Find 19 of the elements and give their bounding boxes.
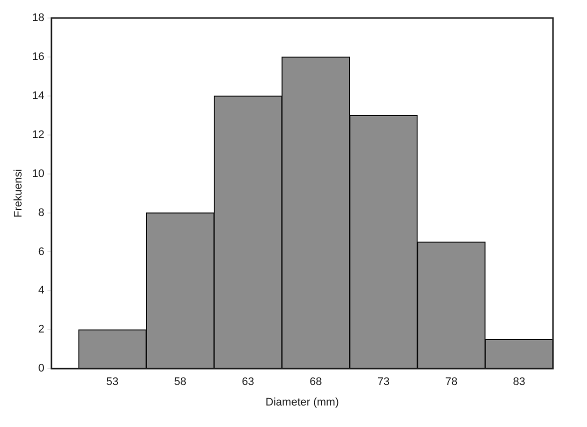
x-tick-label: 53 — [106, 376, 119, 388]
y-tick-label: 12 — [32, 128, 44, 141]
y-tick-label: 10 — [32, 168, 44, 180]
y-tick-label: 18 — [32, 12, 44, 24]
x-tick-label: 68 — [310, 376, 322, 388]
y-tick-label: 0 — [38, 362, 44, 375]
x-axis-title: Diameter (mm) — [266, 396, 339, 408]
x-tick-label: 83 — [512, 376, 526, 388]
x-tick-label: 73 — [377, 376, 390, 388]
y-tick-label: 16 — [32, 50, 44, 63]
y-tick-label: 14 — [32, 90, 44, 102]
x-tick-label: 58 — [174, 376, 186, 388]
y-tick-label: 2 — [38, 324, 44, 336]
x-tick-label: 63 — [242, 376, 254, 388]
y-tick-label: 6 — [38, 246, 44, 258]
x-tick-label: 78 — [445, 376, 458, 388]
y-tick-label: 4 — [38, 284, 44, 297]
y-axis-title: Frekuensi — [12, 169, 25, 218]
y-tick-label: 8 — [38, 206, 44, 219]
